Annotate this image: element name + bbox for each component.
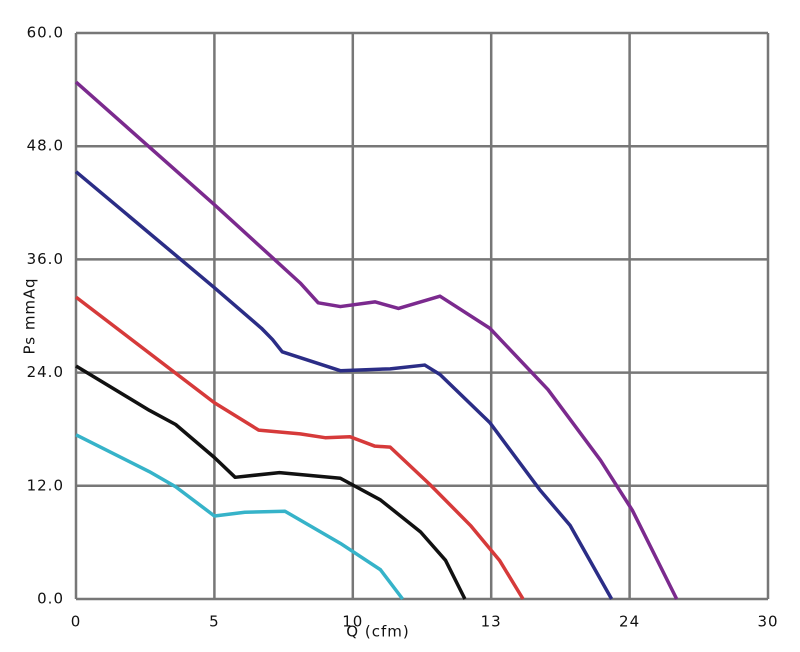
x-tick-label: 0 [71,613,82,631]
y-tick-label: 24.0 [27,363,64,381]
x-axis-label: Q (cfm) [346,623,409,641]
y-tick-label: 0.0 [37,590,64,608]
y-axis-label: Ps mmAq [21,277,39,354]
x-tick-label: 5 [209,613,220,631]
curve [75,433,405,601]
x-tick-label: 24 [619,613,640,631]
grid [74,31,770,601]
x-tick-label: 13 [481,613,502,631]
curve [74,80,679,600]
x-tick-label: 10 [342,613,363,631]
curve [75,364,467,600]
y-tick-label: 60.0 [27,24,64,42]
y-tick-label: 12.0 [27,476,64,494]
curve [74,295,525,600]
y-tick-label: 48.0 [27,137,64,155]
curve [74,170,614,600]
y-tick-label: 36.0 [27,250,64,268]
x-tick-label: 30 [757,613,778,631]
